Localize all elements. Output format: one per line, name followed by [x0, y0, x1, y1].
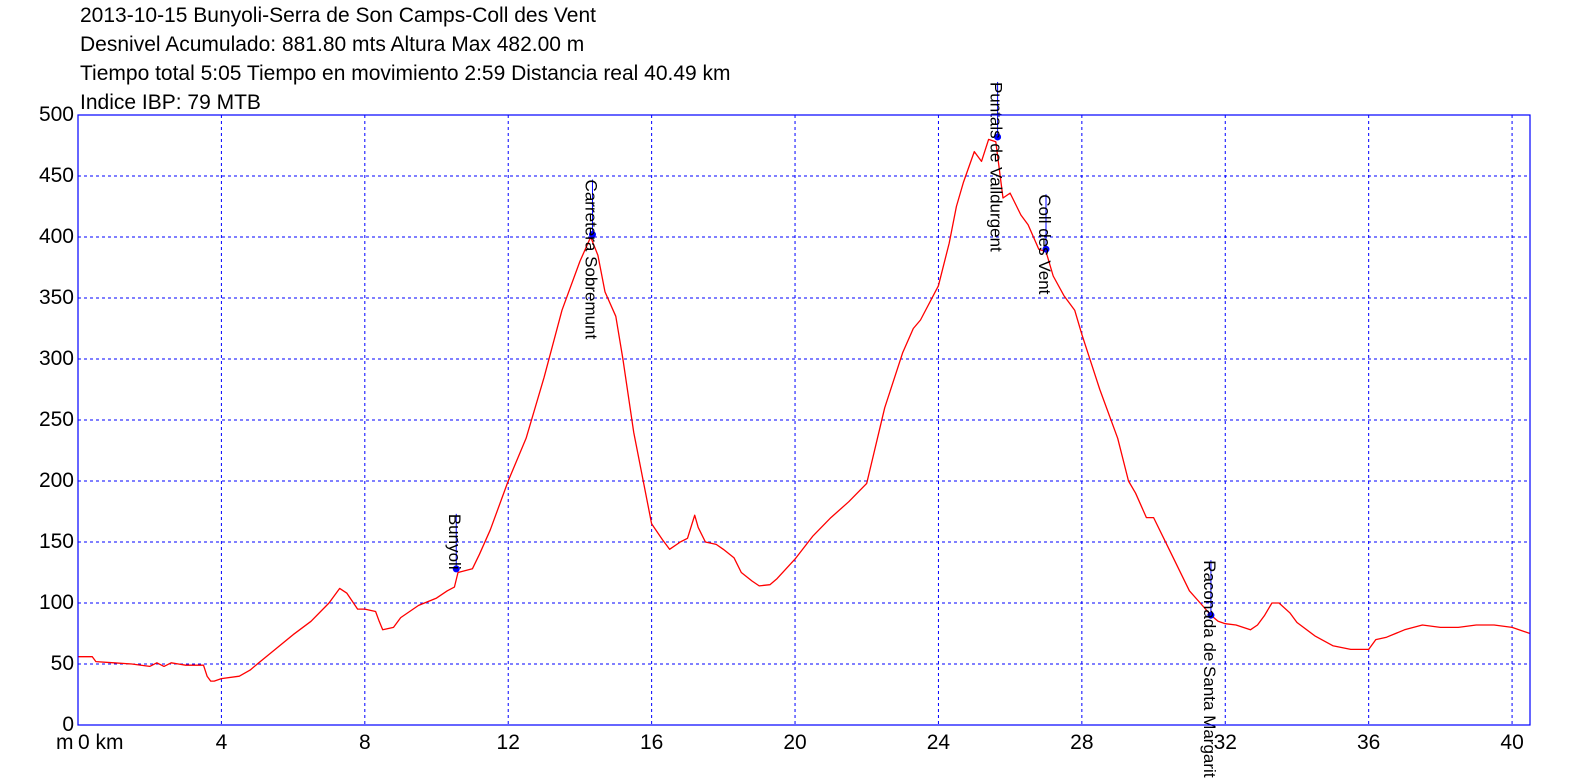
x-tick-label: 16	[640, 731, 663, 754]
x-tick-label: 12	[497, 731, 520, 754]
elevation-profile-line	[78, 138, 1531, 682]
waypoint: Raconada de Santa Margarita	[1200, 560, 1219, 778]
waypoint-marker	[1207, 611, 1215, 619]
y-tick-label: 450	[39, 164, 74, 187]
grid-lines	[78, 115, 1530, 725]
y-tick-label: 400	[39, 225, 74, 248]
waypoint: Coll des Vent	[1035, 194, 1054, 295]
y-tick-label: 300	[39, 347, 74, 370]
chart-title-line-2: Desnivel Acumulado: 881.80 mts Altura Ma…	[80, 33, 585, 56]
waypoint-label: Raconada de Santa Margarita	[1200, 560, 1219, 778]
waypoint-label: Puntals de Valldurgent	[987, 82, 1006, 252]
x-tick-labels: 0 km 4 8 12 16 20 24 28 32 36 40	[78, 731, 1524, 754]
waypoint: Puntals de Valldurgent	[987, 81, 1006, 252]
waypoint-marker	[1042, 245, 1050, 253]
plot-frame	[77, 114, 1531, 726]
x-tick-label: 40	[1500, 731, 1523, 754]
waypoint: Carretera Sobremunt	[581, 179, 600, 340]
x-tick-label: 32	[1214, 731, 1237, 754]
y-tick-label: 50	[51, 652, 74, 675]
y-tick-label: 500	[39, 103, 74, 126]
profile-line-layer	[78, 138, 1531, 682]
x-tick-label: 36	[1357, 731, 1380, 754]
waypoint-label: Carretera Sobremunt	[581, 180, 600, 340]
chart-title-line-1: 2013-10-15 Bunyoli-Serra de Son Camps-Co…	[80, 4, 596, 27]
waypoint-marker	[588, 231, 596, 239]
y-tick-label: 0	[62, 713, 74, 736]
waypoint-marker	[452, 565, 460, 573]
y-tick-label: 350	[39, 286, 74, 309]
chart-title-line-4: Indice IBP: 79 MTB	[80, 91, 261, 114]
y-tick-label: 100	[39, 591, 74, 614]
y-tick-label: 200	[39, 469, 74, 492]
y-tick-label: 250	[39, 408, 74, 431]
x-tick-label: 20	[783, 731, 806, 754]
chart-title-line-3: Tiempo total 5:05 Tiempo en movimiento 2…	[80, 62, 731, 85]
y-unit-label: m	[56, 731, 74, 754]
waypoint-label: Bunyoli	[445, 514, 464, 570]
waypoint-marker	[994, 133, 1002, 141]
waypoint-label: Coll des Vent	[1035, 194, 1054, 294]
x-tick-label: 8	[359, 731, 371, 754]
x-tick-label: 24	[927, 731, 951, 754]
waypoints-layer: Bunyoli Carretera Sobremunt Puntals de Val…	[445, 81, 1219, 778]
waypoint: Bunyoli	[445, 513, 464, 573]
y-tick-labels: 0 50 100 150 200 250 300 350 400 450 500	[39, 103, 74, 736]
x-tick-label: 0 km	[78, 731, 124, 754]
x-tick-label: 4	[216, 731, 228, 754]
x-tick-label: 28	[1070, 731, 1093, 754]
y-tick-label: 150	[39, 530, 74, 553]
